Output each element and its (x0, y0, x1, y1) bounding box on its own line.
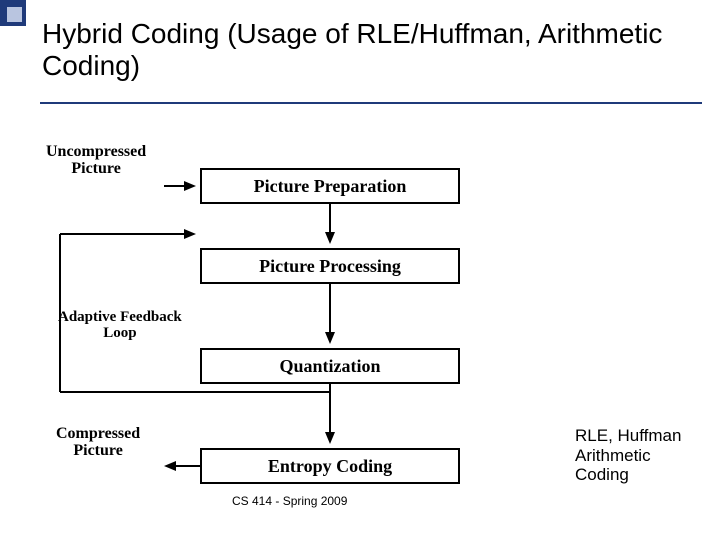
label-compressed-line1: Compressed (56, 425, 140, 442)
box-quantization: Quantization (200, 348, 460, 384)
annotation-line1: RLE, Huffman (575, 426, 681, 445)
label-uncompressed-line2: Picture (71, 160, 120, 177)
box-picture-processing: Picture Processing (200, 248, 460, 284)
box-ent-label: Entropy Coding (268, 456, 392, 477)
annotation-line2: Arithmetic (575, 446, 651, 465)
label-adaptive-feedback-loop: Adaptive Feedback Loop (58, 310, 182, 342)
label-compressed-picture: Compressed Picture (56, 426, 140, 460)
box-quant-label: Quantization (279, 356, 380, 377)
footer-course: CS 414 - Spring 2009 (232, 494, 347, 508)
diagram: Uncompressed Picture Adaptive Feedback L… (0, 130, 720, 510)
title-block: Hybrid Coding (Usage of RLE/Huffman, Ari… (42, 18, 700, 82)
label-uncompressed-picture: Uncompressed Picture (46, 144, 146, 178)
corner-accent (0, 0, 40, 45)
box-proc-label: Picture Processing (259, 256, 401, 277)
box-picture-preparation: Picture Preparation (200, 168, 460, 204)
label-compressed-line2: Picture (73, 442, 122, 459)
label-feedback-line1: Adaptive Feedback (58, 309, 182, 325)
box-entropy-coding: Entropy Coding (200, 448, 460, 484)
label-uncompressed-line1: Uncompressed (46, 143, 146, 160)
label-feedback-line2: Loop (103, 325, 136, 341)
slide: Hybrid Coding (Usage of RLE/Huffman, Ari… (0, 0, 720, 540)
title-underline (40, 102, 702, 104)
box-prep-label: Picture Preparation (254, 176, 407, 197)
annotation-line3: Coding (575, 465, 629, 484)
slide-title: Hybrid Coding (Usage of RLE/Huffman, Ari… (42, 18, 700, 82)
annotation-entropy-methods: RLE, Huffman Arithmetic Coding (575, 426, 681, 485)
